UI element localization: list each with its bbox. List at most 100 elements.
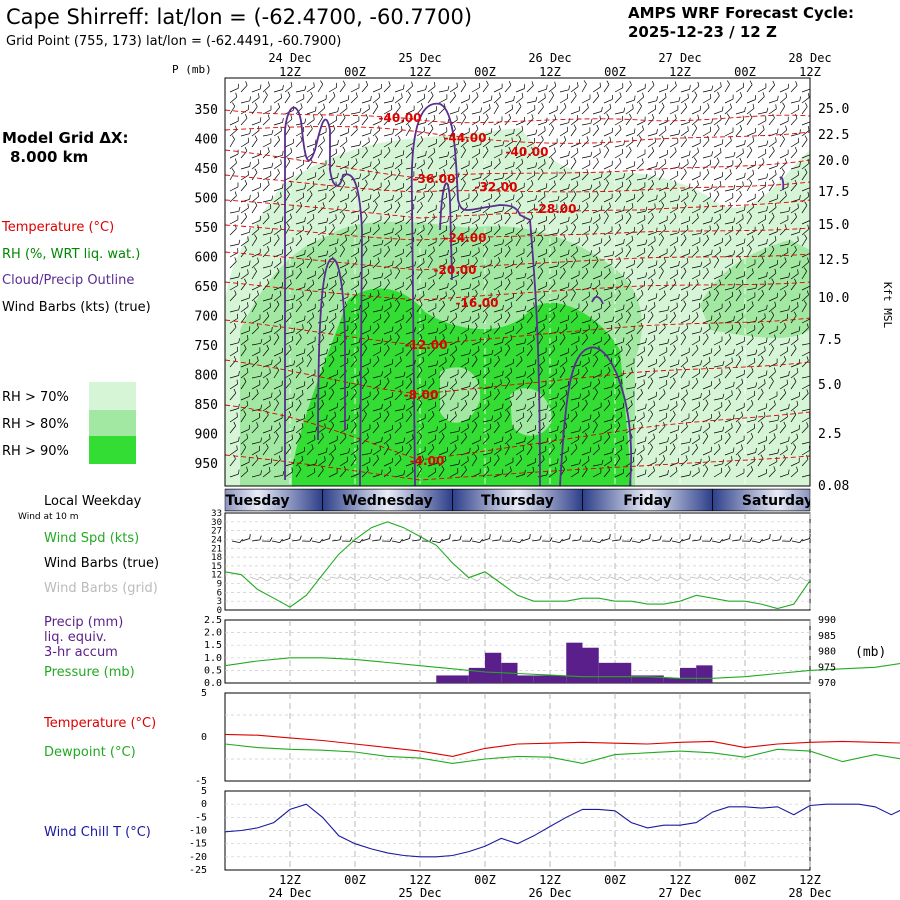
surface-barb-true bbox=[401, 534, 411, 542]
wind-barb bbox=[361, 400, 369, 412]
wind-barb bbox=[372, 404, 383, 412]
wind-barb bbox=[779, 191, 787, 203]
wind-barb bbox=[482, 424, 492, 434]
wind-barb bbox=[482, 400, 490, 412]
wind-barb bbox=[482, 367, 490, 379]
wind-barb bbox=[636, 191, 644, 203]
wind-barb bbox=[328, 388, 335, 401]
surface-barb-true bbox=[361, 534, 371, 542]
wind-barb bbox=[790, 293, 801, 302]
wind-barb bbox=[438, 399, 445, 412]
wind-barb bbox=[691, 312, 699, 324]
wind-barb bbox=[361, 334, 370, 346]
wind-barb bbox=[482, 456, 492, 467]
wind-barb bbox=[306, 115, 315, 126]
surface-barb-grid bbox=[439, 576, 451, 582]
wind-barb bbox=[548, 237, 558, 247]
wind-barb bbox=[416, 201, 423, 214]
wind-barb bbox=[350, 379, 359, 390]
wind-barb bbox=[537, 281, 547, 291]
wind-barb bbox=[735, 82, 744, 93]
wind-barb bbox=[372, 191, 380, 203]
wind-barb bbox=[383, 236, 392, 247]
model-grid-value: 8.000 km bbox=[10, 148, 88, 166]
wind-barb bbox=[768, 95, 779, 104]
wind-barb bbox=[790, 410, 797, 423]
wind-barb bbox=[614, 223, 622, 236]
wind-barb bbox=[383, 293, 394, 302]
wind-barb bbox=[658, 224, 667, 236]
wind-barb bbox=[317, 193, 327, 203]
surface-barb-grid bbox=[329, 574, 341, 579]
wind-barb bbox=[383, 359, 394, 368]
wind-barb bbox=[746, 301, 754, 313]
wind-barb bbox=[416, 282, 427, 291]
wind-barb bbox=[614, 214, 623, 225]
wind-barb bbox=[647, 129, 658, 137]
wind-barb bbox=[504, 236, 513, 247]
wind-barb bbox=[548, 312, 556, 324]
wind-barb bbox=[746, 382, 758, 390]
wind-barb bbox=[471, 313, 480, 324]
wind-barb bbox=[229, 239, 241, 247]
wind-barb bbox=[240, 236, 249, 247]
wind-barb bbox=[559, 348, 570, 357]
wind-barb bbox=[537, 192, 546, 203]
wind-barb bbox=[526, 466, 535, 478]
wind-barb bbox=[240, 114, 248, 126]
wind-barb bbox=[801, 257, 810, 269]
wind-barb bbox=[328, 468, 338, 478]
wind-barb bbox=[460, 113, 467, 126]
wind-barb bbox=[317, 390, 326, 401]
wind-barb bbox=[328, 289, 335, 302]
wind-barb bbox=[229, 191, 237, 203]
wind-barb bbox=[702, 192, 711, 203]
wind-barb bbox=[394, 183, 405, 192]
wind-barb bbox=[262, 138, 272, 148]
surface-barb-true bbox=[481, 534, 491, 542]
wind-barb bbox=[317, 447, 328, 456]
wind-barb bbox=[229, 149, 239, 159]
rh-shading bbox=[225, 128, 810, 486]
surface-barb-grid bbox=[319, 576, 331, 582]
wind-barb bbox=[350, 313, 359, 324]
wind-barb bbox=[768, 466, 776, 478]
wind-barb bbox=[361, 448, 373, 456]
surface-barb-true bbox=[261, 537, 273, 542]
wind-barb bbox=[295, 85, 307, 93]
wind-barb bbox=[526, 81, 534, 93]
wind-10m-label: Wind at 10 m bbox=[18, 512, 78, 522]
wind-barb bbox=[735, 247, 744, 258]
wind-barb bbox=[570, 246, 579, 258]
wind-barb bbox=[636, 182, 646, 192]
wind-barb bbox=[251, 215, 261, 225]
surface-barb-true bbox=[631, 538, 643, 544]
wind-barb bbox=[724, 217, 736, 225]
wind-barb bbox=[548, 81, 557, 93]
wind-barb bbox=[779, 116, 789, 126]
wind-barb bbox=[691, 443, 698, 456]
wind-barb bbox=[724, 184, 736, 192]
wind-barb bbox=[262, 392, 273, 401]
top-tick-label: 00Z bbox=[344, 65, 366, 79]
wind-barb bbox=[746, 448, 757, 456]
wind-barb bbox=[614, 468, 624, 478]
wind-barb bbox=[570, 147, 579, 159]
wind-barb bbox=[317, 202, 325, 214]
temperature-contour-label: -40.00 bbox=[379, 111, 422, 125]
wind-barb bbox=[625, 194, 636, 203]
wind-barb bbox=[350, 83, 360, 93]
pressure-tick-label: 500 bbox=[195, 192, 218, 207]
wind-barb bbox=[768, 203, 777, 214]
wind-barb bbox=[471, 322, 478, 335]
wind-barb bbox=[658, 135, 665, 148]
wind-barb bbox=[449, 279, 458, 291]
wind-barb bbox=[427, 378, 435, 390]
wind-barb bbox=[724, 456, 733, 467]
wind-barb bbox=[460, 465, 467, 478]
wind-barb bbox=[273, 389, 282, 401]
y-tick-label: 21 bbox=[211, 544, 222, 554]
wind-barb bbox=[790, 269, 799, 280]
surface-barb-true bbox=[491, 535, 502, 542]
wind-barb bbox=[559, 192, 568, 203]
